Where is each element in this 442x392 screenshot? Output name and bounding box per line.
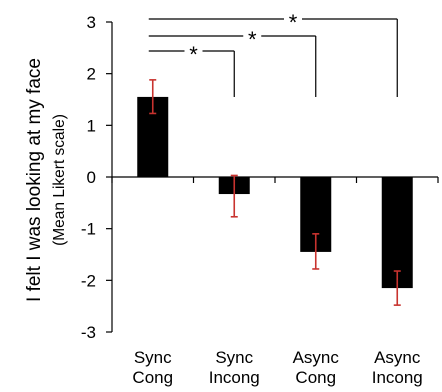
category-label: Sync [134,348,172,367]
significance-star: * [289,10,298,35]
y-tick-label: -2 [81,271,96,290]
category-label: Cong [295,368,336,387]
y-tick-label: 1 [87,116,96,135]
significance-star: * [189,42,198,67]
bar [381,177,413,289]
category-label: Sync [215,348,253,367]
category-label: Incong [209,368,260,387]
y-tick-label: 3 [87,13,96,32]
y-axis-subtitle: (Mean Likert scale) [51,114,68,246]
significance-star: * [248,27,257,52]
y-axis-label: I felt I was looking at my face (Mean Li… [24,58,68,302]
plot-area: 3210-1-2-3SyncCongSyncIncongAsyncCongAsy… [81,10,439,387]
y-tick-label: -1 [81,220,96,239]
category-label: Cong [132,368,173,387]
y-tick-label: 2 [87,65,96,84]
category-label: Async [293,348,340,367]
y-tick-label: -3 [81,323,96,342]
y-tick-label: 0 [87,168,96,187]
category-label: Async [374,348,421,367]
y-axis-title: I felt I was looking at my face [24,58,45,302]
category-label: Incong [372,368,423,387]
